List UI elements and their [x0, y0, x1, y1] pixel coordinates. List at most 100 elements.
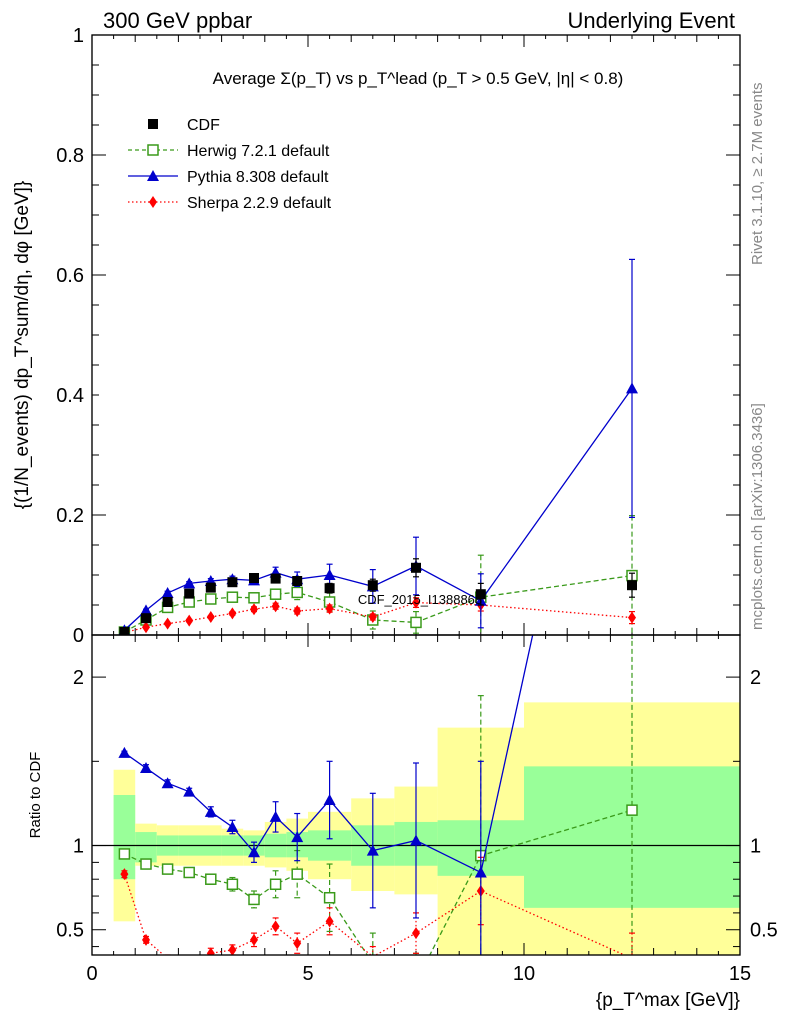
ratio-point-pythia	[474, 866, 487, 878]
ratio-point-herwig	[140, 858, 152, 870]
main-point-sherpa	[250, 603, 258, 616]
y-tick-label-main: 0.8	[56, 145, 84, 167]
ratio-point-pythia	[323, 794, 336, 806]
main-point-herwig	[226, 591, 239, 603]
y-tick-label-main: 0.4	[56, 385, 84, 407]
ratio-point-pythia	[226, 821, 239, 832]
main-point-sherpa	[325, 602, 334, 615]
main-point-sherpa	[628, 611, 636, 624]
ratio-point-sherpa	[206, 947, 215, 955]
ratio-point-herwig	[291, 868, 303, 880]
main-point-data	[367, 580, 378, 591]
ratio-point-herwig	[626, 804, 638, 816]
main-point-herwig	[291, 586, 303, 599]
main-point-sherpa	[185, 614, 194, 627]
main-point-data	[249, 573, 259, 583]
ratio-point-sherpa	[120, 868, 129, 881]
ratio-point-pythia	[366, 844, 379, 856]
y-tick-label-ratio-right: 2	[750, 667, 761, 689]
data-marks	[118, 258, 638, 955]
plot-title: Average Σ(p_T) vs p_T^lead (p_T > 0.5 Ge…	[213, 69, 624, 88]
ratio-point-herwig	[183, 866, 195, 879]
legend-marker-pythia	[147, 170, 159, 181]
main-line-pythia	[123, 388, 633, 631]
main-point-pythia	[626, 382, 638, 394]
main-point-data	[292, 576, 303, 586]
main-point-data	[475, 589, 486, 600]
ratio-point-herwig	[205, 873, 217, 885]
main-point-data	[162, 597, 173, 607]
band-green	[135, 832, 157, 863]
ratio-point-herwig	[269, 878, 282, 891]
y-tick-label-main: 0.6	[56, 265, 84, 287]
legend: CDF Herwig 7.2.1 default Pythia 8.308 de…	[128, 117, 332, 212]
main-point-data	[205, 582, 216, 593]
main-point-herwig	[248, 592, 260, 604]
mcplots-label: mcplots.cern.ch [arXiv:1306.3436]	[749, 403, 766, 630]
main-point-herwig	[269, 588, 282, 600]
legend-label-pythia: Pythia 8.308 default	[187, 169, 329, 186]
x-tick-label: 0	[86, 963, 97, 985]
main-point-sherpa	[412, 596, 420, 609]
ratio-point-herwig	[248, 893, 260, 906]
ratio-series	[118, 635, 638, 955]
ratio-point-pythia	[248, 846, 260, 858]
x-tick-label: 5	[302, 963, 313, 985]
ratio-point-sherpa	[293, 937, 302, 950]
y-tick-label-main: 0	[73, 625, 84, 647]
y-tick-label-ratio-right: 1	[750, 836, 761, 858]
bands-clip	[113, 702, 740, 955]
x-tick-label: 10	[513, 963, 535, 985]
watermark: CDF_2015_I1388868	[358, 592, 482, 607]
ratio-point-herwig	[118, 848, 131, 860]
main-point-pythia	[323, 569, 336, 580]
main-point-sherpa	[368, 611, 377, 623]
main-point-herwig	[205, 593, 217, 605]
main-point-data	[411, 562, 421, 573]
main-point-data	[141, 613, 151, 624]
ratio-frame-top	[91, 634, 741, 956]
main-point-data	[119, 627, 130, 635]
main-series	[118, 258, 638, 635]
ratio-point-pythia	[183, 785, 196, 797]
ratio-point-pythia	[140, 762, 152, 774]
frame-covers	[91, 34, 741, 956]
main-point-sherpa	[163, 617, 172, 630]
main-point-data	[227, 577, 238, 588]
legend-marker-cdf	[148, 119, 158, 129]
y-tick-label-main: 0.2	[56, 505, 84, 527]
main-point-sherpa	[228, 607, 237, 620]
ratio-point-pythia	[410, 834, 422, 846]
y-tick-label-ratio-right: 0.5	[750, 920, 778, 942]
main-point-pythia	[183, 577, 196, 589]
main-point-sherpa	[271, 600, 280, 613]
y-axis-label-main: {(1/N_events) dp_T^sum/dη, dφ [GeV]}	[12, 181, 33, 510]
y-tick-label-main: 1	[73, 25, 84, 47]
ratio-point-pythia	[161, 777, 174, 789]
main-point-data	[184, 588, 195, 599]
y-axis-label-ratio: Ratio to CDF	[27, 752, 44, 839]
ratio-point-pythia	[118, 746, 131, 758]
legend-marker-sherpa	[149, 196, 157, 208]
main-point-sherpa	[206, 611, 215, 623]
ratio-point-sherpa	[228, 943, 237, 955]
x-tick-label: 15	[729, 963, 751, 985]
main-point-data	[627, 580, 637, 591]
main-point-data	[324, 583, 335, 594]
legend-label-cdf: CDF	[187, 117, 220, 134]
rivet-label: Rivet 3.1.10, ≥ 2.7M events	[749, 83, 766, 266]
main-point-pythia	[140, 604, 152, 616]
x-axis-label: {p_T^max [GeV]}	[596, 990, 740, 1011]
ratio-point-herwig	[161, 863, 174, 875]
main-point-data	[270, 573, 281, 584]
y-tick-label-ratio: 0.5	[56, 920, 84, 942]
ratio-point-sherpa	[142, 933, 150, 946]
y-tick-label-ratio: 1	[73, 836, 84, 858]
main-point-pythia	[161, 587, 174, 598]
legend-label-sherpa: Sherpa 2.2.9 default	[187, 195, 332, 212]
ratio-point-herwig	[323, 891, 336, 904]
main-point-herwig	[410, 616, 422, 629]
ratio-point-sherpa	[412, 927, 420, 940]
legend-marker-herwig	[147, 144, 159, 156]
